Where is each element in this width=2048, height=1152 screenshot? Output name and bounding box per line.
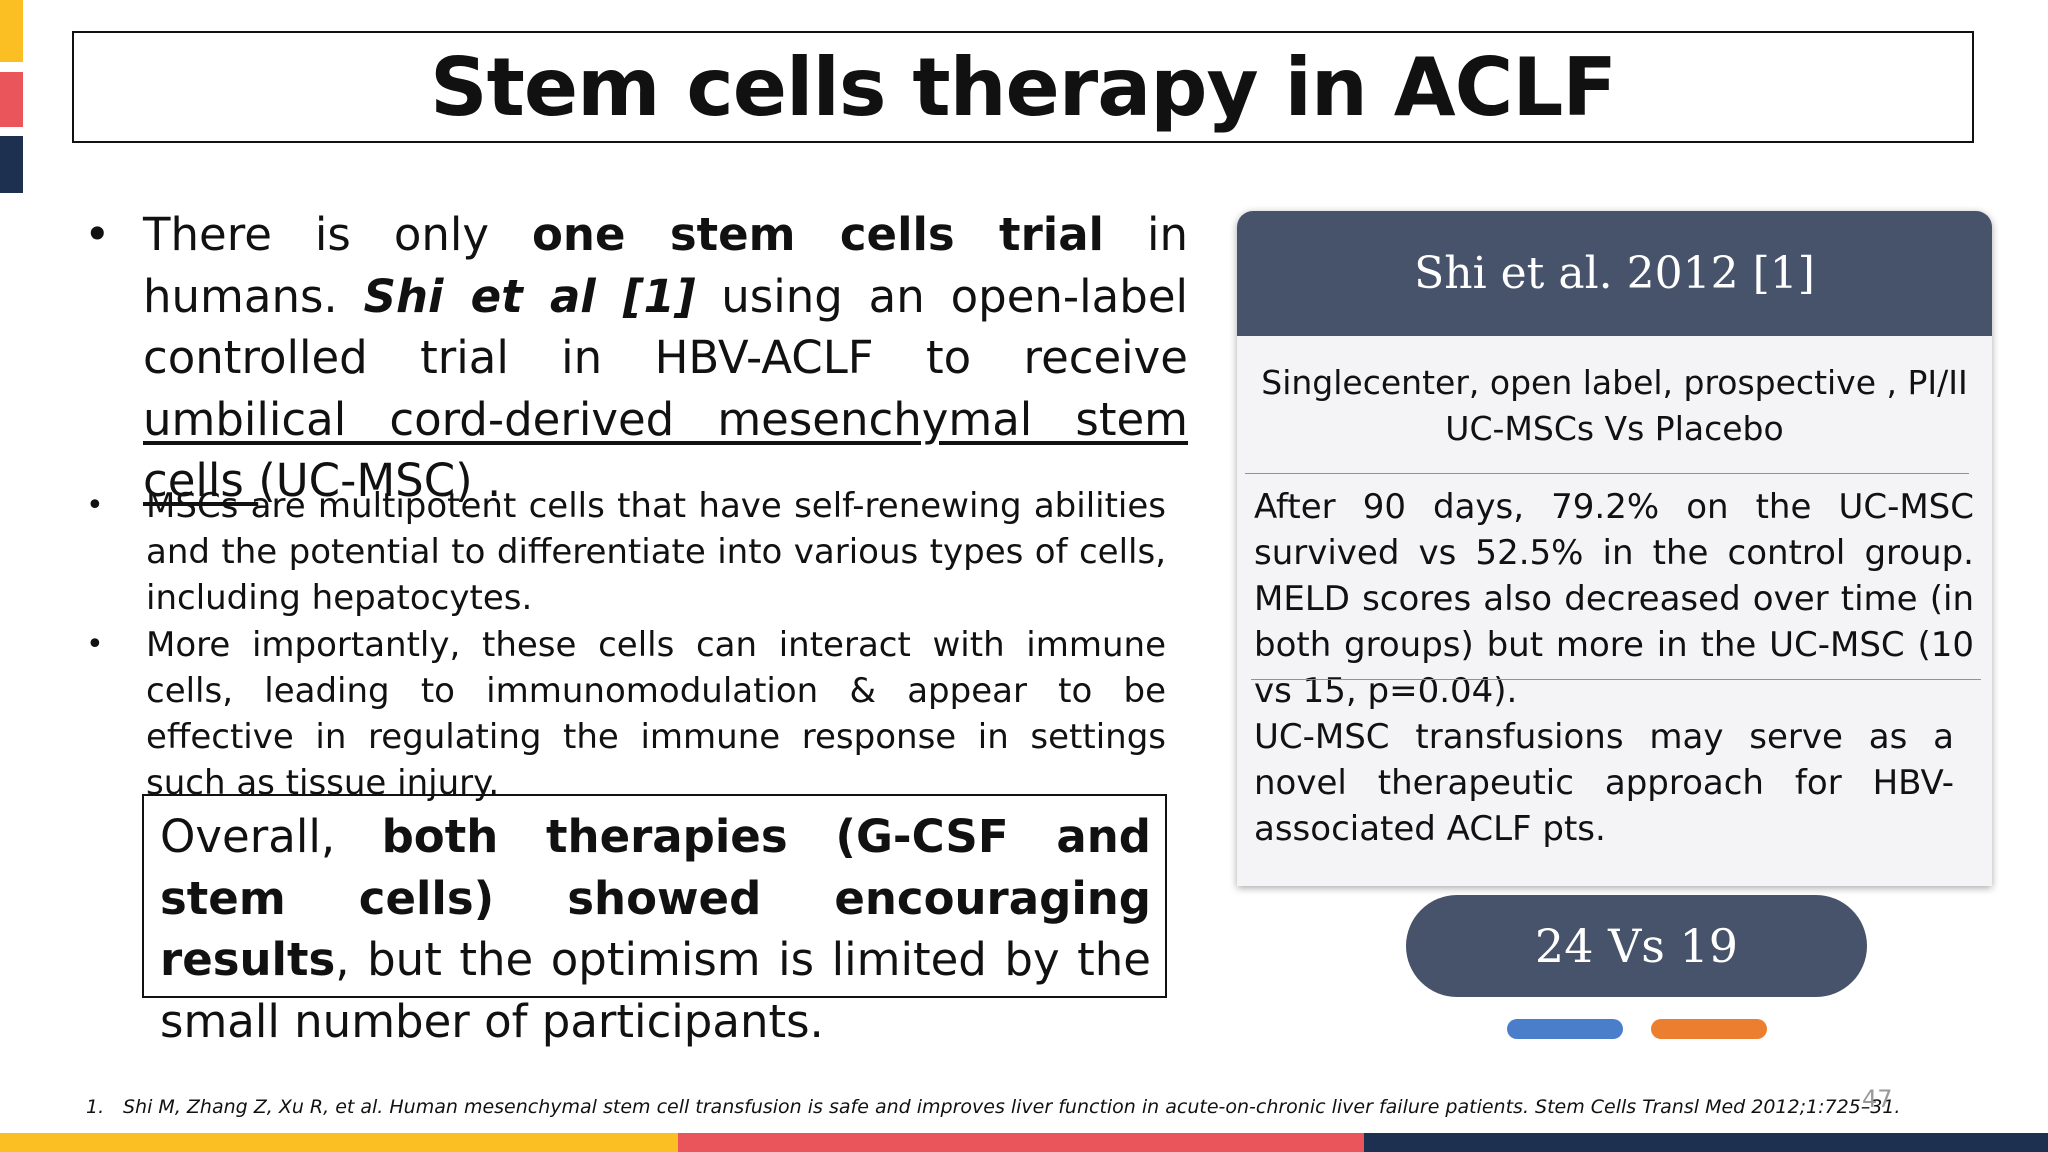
slide-title: Stem cells therapy in ACLF xyxy=(430,40,1617,134)
page-number: 47 xyxy=(1862,1085,1893,1113)
text-run: in humans. xyxy=(143,208,1188,323)
study-card: Shi et al. 2012 [1] Singlecenter, open l… xyxy=(1237,211,1992,886)
text-run: , but the optimism is limited by the sma… xyxy=(160,933,1151,1048)
bullet-immunomodulation: • More importantly, these cells can inte… xyxy=(86,622,1166,806)
citation-phrase: Shi et al [1] xyxy=(363,269,696,323)
bottom-bar-red xyxy=(678,1133,1364,1152)
bullet-glyph: • xyxy=(86,488,104,523)
legend-swatch-orange xyxy=(1651,1019,1767,1039)
bold-phrase: one stem cells trial xyxy=(532,208,1104,261)
divider xyxy=(1251,679,1981,680)
legend-swatch-blue xyxy=(1507,1019,1623,1039)
bullet-text: There is only one stem cells trial in hu… xyxy=(143,204,1188,512)
study-comparison-line: UC-MSCs Vs Placebo xyxy=(1445,409,1784,448)
accent-block-yellow xyxy=(0,0,23,62)
text-run: Overall, xyxy=(160,810,382,863)
bottom-bar-yellow xyxy=(0,1133,678,1152)
title-box: Stem cells therapy in ACLF xyxy=(72,31,1974,143)
bullet-glyph: • xyxy=(84,208,111,261)
bullet-glyph: • xyxy=(86,627,104,662)
accent-block-red xyxy=(0,72,23,127)
text-run: using an open-label controlled trial in … xyxy=(143,269,1189,385)
study-conclusion-text: UC-MSC transfusions may serve as a novel… xyxy=(1254,717,1954,849)
footnote-text: Shi M, Zhang Z, Xu R, et al. Human mesen… xyxy=(123,1096,1901,1118)
bullet-stem-cell-trial: • There is only one stem cells trial in … xyxy=(84,204,1188,512)
overall-summary-box: Overall, both therapies (G-CSF and stem … xyxy=(142,794,1167,1048)
accent-block-navy xyxy=(0,136,23,193)
underlined-phrase: umbilical cord-derived mesenchymal stem … xyxy=(143,392,1188,508)
text-run: There is only xyxy=(143,208,532,261)
footnote: 1. Shi M, Zhang Z, Xu R, et al. Human mes… xyxy=(86,1096,1900,1118)
divider xyxy=(1245,473,1969,474)
footnote-number: 1. xyxy=(86,1096,105,1118)
bold-phrase: both therapies (G-CSF and stem cells) sh… xyxy=(160,810,1151,986)
bullet-text: MSCs are multipotent cells that have sel… xyxy=(146,486,1166,618)
text-run: (UC-MSC) . xyxy=(258,454,502,507)
bottom-bar-navy xyxy=(1364,1133,2048,1152)
bullet-text: More importantly, these cells can intera… xyxy=(146,625,1166,803)
study-results-text: After 90 days, 79.2% on the UC-MSC survi… xyxy=(1254,487,1974,711)
participants-pill: 24 Vs 19 xyxy=(1406,895,1867,997)
study-design-text: Singlecenter, open label, prospective , … xyxy=(1237,360,1992,452)
study-card-header: Shi et al. 2012 [1] xyxy=(1237,211,1992,336)
study-design-line: Singlecenter, open label, prospective , … xyxy=(1261,363,1968,402)
bullet-msc-multipotent: • MSCs are multipotent cells that have s… xyxy=(86,483,1166,621)
